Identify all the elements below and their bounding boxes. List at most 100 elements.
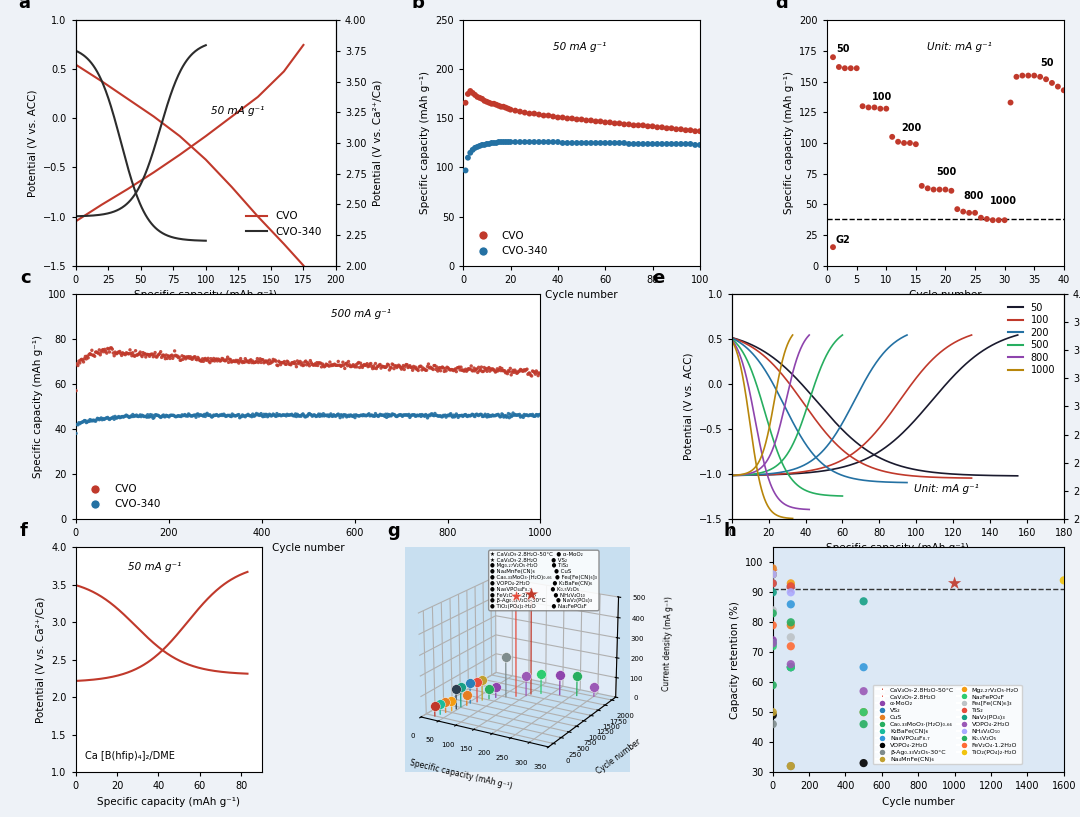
- Y-axis label: Specific capacity (mAh g⁻¹): Specific capacity (mAh g⁻¹): [784, 71, 794, 215]
- Point: [230, 356, 247, 369]
- Point: [160, 410, 177, 423]
- Point: [261, 357, 279, 370]
- Point: [207, 408, 225, 421]
- Point: [151, 347, 168, 360]
- Point: [531, 366, 549, 379]
- Point: [611, 136, 629, 150]
- Point: [201, 355, 218, 368]
- Point: [234, 355, 252, 368]
- Point: [443, 363, 460, 376]
- Point: [156, 410, 173, 423]
- Point: [220, 356, 238, 369]
- Point: [190, 409, 207, 422]
- Point: [468, 408, 485, 421]
- Point: [564, 112, 581, 125]
- Point: [168, 409, 186, 422]
- Point: [206, 355, 224, 368]
- Point: [183, 352, 200, 365]
- Point: [513, 364, 530, 377]
- Point: [195, 408, 213, 421]
- Point: [217, 410, 234, 423]
- Point: [98, 346, 116, 359]
- Point: [377, 361, 394, 374]
- Point: [461, 409, 478, 422]
- Point: [370, 359, 388, 372]
- Point: [177, 409, 194, 422]
- Point: [309, 359, 326, 372]
- Point: [262, 409, 280, 422]
- Point: [508, 367, 525, 380]
- Point: [270, 355, 287, 368]
- Point: [287, 408, 305, 421]
- Point: [393, 363, 410, 376]
- Point: [376, 410, 393, 423]
- Point: [687, 138, 704, 151]
- Point: [268, 355, 285, 368]
- Point: [497, 101, 514, 114]
- Point: [122, 346, 139, 359]
- Point: [311, 410, 328, 423]
- Point: [95, 346, 112, 359]
- Point: [188, 408, 205, 421]
- Point: [476, 138, 494, 151]
- Point: [191, 408, 208, 422]
- Point: [360, 408, 377, 421]
- Point: [141, 408, 159, 421]
- Point: [291, 356, 308, 369]
- Point: [381, 409, 399, 422]
- Point: [356, 408, 374, 422]
- Point: [782, 640, 799, 653]
- Point: [341, 408, 359, 422]
- Point: [782, 631, 799, 644]
- Point: [241, 409, 258, 422]
- Point: [430, 409, 447, 422]
- Point: [287, 410, 305, 423]
- Point: [113, 410, 131, 423]
- Point: [606, 117, 623, 130]
- Legend: CaV₄O₉·2.8H₂O-50°C, CaV₄O₉·2.8H₂O, α-MoO₂, VS₂, CuS, Ca₀.₃₃MoO₃·(H₂O)₀.₆₆, K₂BaF: CaV₄O₉·2.8H₂O-50°C, CaV₄O₉·2.8H₂O, α-MoO…: [873, 685, 1022, 765]
- Point: [495, 364, 512, 377]
- Point: [582, 114, 599, 127]
- Point: [500, 407, 517, 420]
- Point: [782, 577, 799, 590]
- Point: [519, 409, 537, 422]
- Point: [403, 361, 420, 374]
- Point: [90, 413, 107, 426]
- Point: [379, 408, 396, 421]
- Point: [93, 346, 110, 359]
- Point: [448, 408, 465, 421]
- Point: [387, 408, 404, 422]
- Point: [121, 410, 138, 423]
- Point: [434, 361, 451, 374]
- Point: [578, 114, 595, 127]
- Point: [437, 364, 455, 377]
- Point: [345, 410, 362, 423]
- Point: [173, 354, 190, 367]
- Point: [468, 363, 485, 376]
- Text: b: b: [411, 0, 424, 12]
- Point: [765, 577, 782, 590]
- Point: [490, 364, 508, 377]
- Point: [469, 141, 486, 154]
- Point: [249, 356, 267, 369]
- Point: [234, 408, 252, 422]
- Point: [403, 408, 420, 422]
- Point: [491, 361, 509, 374]
- Point: [92, 348, 109, 361]
- Point: [765, 607, 782, 620]
- Point: [530, 108, 548, 121]
- Point: [447, 363, 464, 376]
- Point: [765, 568, 782, 581]
- Text: 50: 50: [1040, 58, 1054, 68]
- Point: [473, 408, 490, 421]
- Point: [104, 412, 121, 425]
- Point: [178, 350, 195, 364]
- Point: [931, 183, 948, 196]
- Point: [266, 408, 283, 422]
- Point: [232, 410, 249, 423]
- Point: [382, 409, 400, 422]
- Point: [298, 359, 315, 372]
- Point: [146, 348, 163, 361]
- Point: [620, 137, 637, 150]
- Point: [639, 137, 657, 150]
